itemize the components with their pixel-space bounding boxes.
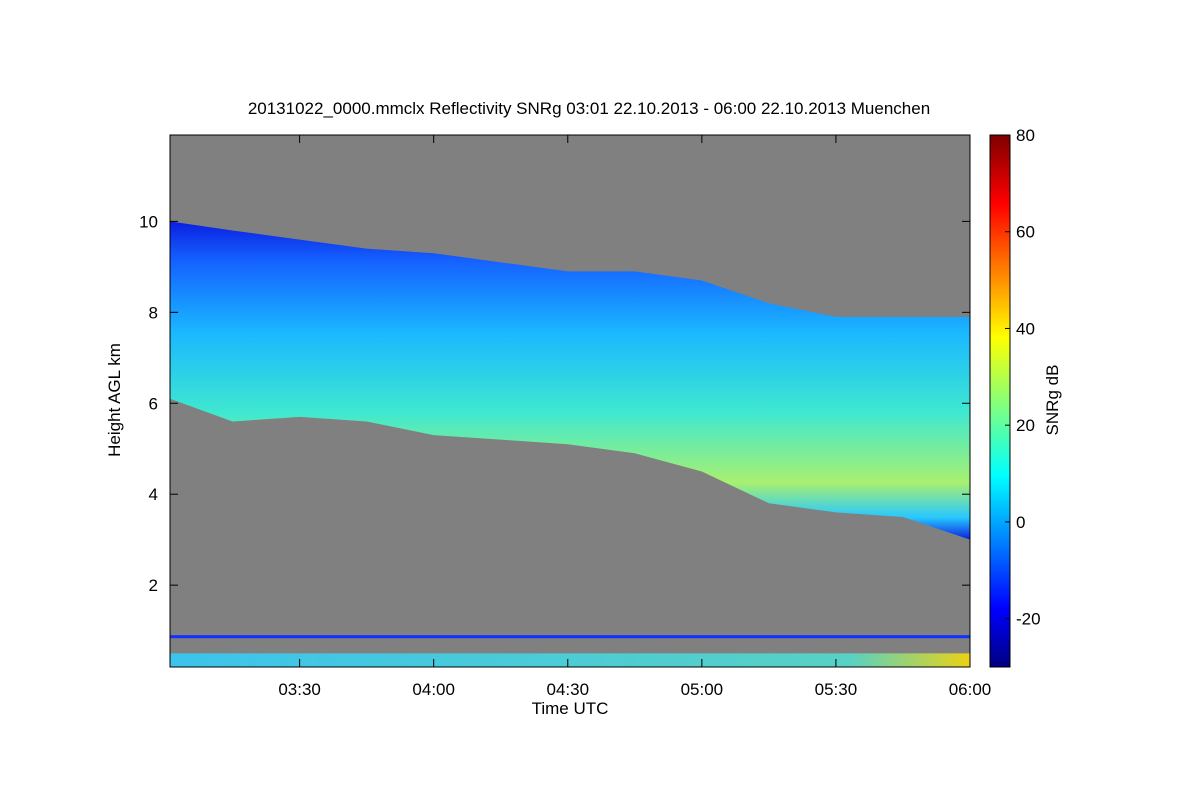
clutter-line	[170, 635, 970, 639]
x-axis: 03:30 04:00 04:30 05:00 05:30 06:00	[278, 135, 991, 699]
colorbar-axis: -20 0 20 40 60 80	[1005, 126, 1041, 629]
x-axis-title: Time UTC	[532, 699, 609, 718]
x-tick-label: 03:30	[278, 680, 321, 699]
colorbar-title: SNRg dB	[1043, 365, 1062, 436]
surface-echo-band	[170, 653, 970, 667]
colorbar-tick-label: 40	[1016, 319, 1035, 338]
y-tick-label: 8	[149, 303, 158, 322]
y-tick-label: 4	[149, 485, 158, 504]
chart-title: 20131022_0000.mmclx Reflectivity SNRg 03…	[248, 99, 930, 118]
y-tick-label: 2	[149, 576, 158, 595]
plot-frame	[169, 134, 971, 668]
cloud-echo-band	[170, 221, 970, 540]
x-tick-label: 06:00	[949, 680, 992, 699]
x-tick-label: 05:00	[681, 680, 724, 699]
colorbar	[989, 134, 1011, 668]
y-tick-label: 6	[149, 394, 158, 413]
x-tick-label: 04:00	[412, 680, 455, 699]
colorbar-tick-label: 80	[1016, 126, 1035, 145]
colorbar-tick-label: 60	[1016, 223, 1035, 242]
colorbar-tick-label: 20	[1016, 416, 1035, 435]
y-axis-title: Height AGL km	[105, 343, 124, 457]
cloud-echo-layer	[170, 221, 970, 540]
x-tick-label: 04:30	[546, 680, 589, 699]
colorbar-tick-label: -20	[1016, 610, 1041, 629]
y-axis: 2 4 6 8 10	[139, 212, 970, 595]
colorbar-tick-label: 0	[1016, 513, 1025, 532]
ground-clutter	[170, 635, 970, 667]
y-tick-label: 10	[139, 212, 158, 231]
x-tick-label: 05:30	[815, 680, 858, 699]
